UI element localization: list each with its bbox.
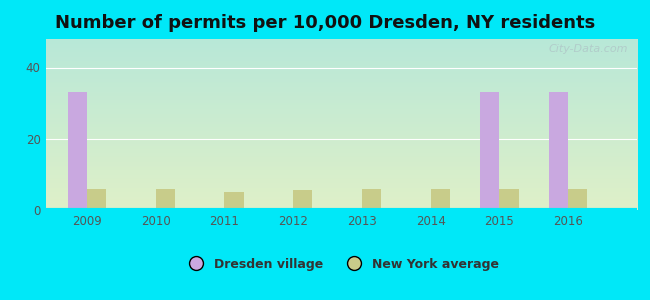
Bar: [549, 92, 568, 210]
Bar: [362, 189, 381, 210]
Bar: [568, 189, 588, 210]
Bar: [155, 189, 175, 210]
Legend: Dresden village, New York average: Dresden village, New York average: [179, 253, 504, 276]
Text: City-Data.com: City-Data.com: [549, 44, 628, 54]
Bar: [224, 192, 244, 210]
Bar: [480, 92, 499, 210]
Text: Number of permits per 10,000 Dresden, NY residents: Number of permits per 10,000 Dresden, NY…: [55, 14, 595, 32]
Bar: [68, 92, 86, 210]
Bar: [431, 189, 450, 210]
Bar: [86, 189, 106, 210]
Bar: [499, 189, 519, 210]
Bar: [293, 190, 313, 210]
